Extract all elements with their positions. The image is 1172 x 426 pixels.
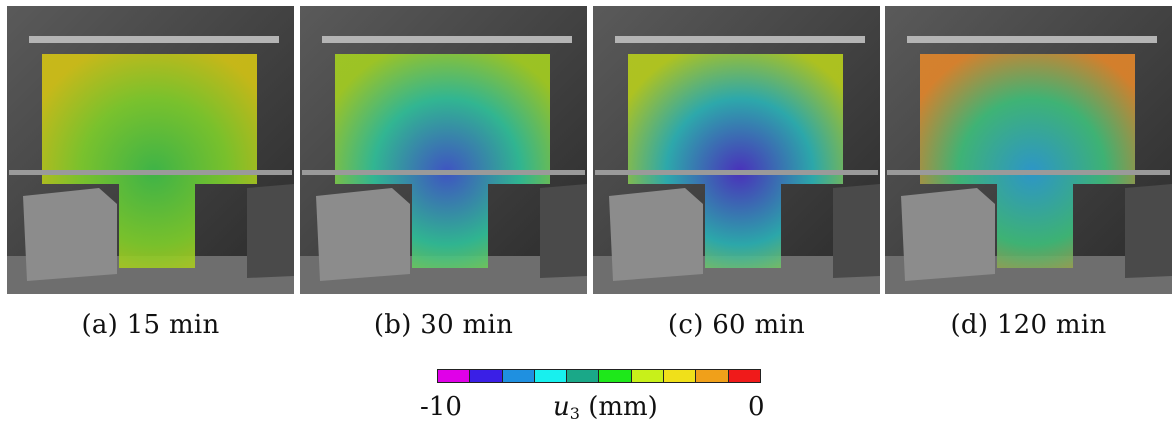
colorbar-swatch — [534, 370, 568, 382]
dic-photo-panel — [885, 6, 1172, 294]
dic-photo-panel — [7, 6, 294, 294]
colorbar-variable-subscript: 3 — [569, 404, 580, 423]
panel-caption: (c) 60 min — [667, 310, 806, 340]
panel-caption: (a) 15 min — [81, 310, 220, 340]
colorbar-min-label: -10 — [420, 392, 462, 422]
dic-photo-panel — [300, 6, 587, 294]
dic-photo — [593, 6, 880, 294]
displacement-field-overlay — [920, 54, 1135, 268]
dic-photo-panel — [593, 6, 880, 294]
colorbar — [437, 369, 761, 383]
displacement-field-overlay — [335, 54, 550, 268]
colorbar-swatch — [631, 370, 665, 382]
displacement-field-overlay — [628, 54, 843, 268]
colorbar-swatch — [599, 370, 632, 382]
colorbar-variable-symbol: u — [553, 392, 570, 422]
colorbar-swatch — [567, 370, 600, 382]
colorbar-max-label: 0 — [748, 392, 765, 422]
dic-photo — [7, 6, 294, 294]
displacement-field-overlay — [42, 54, 257, 268]
colorbar-swatch — [696, 370, 729, 382]
colorbar-swatch — [438, 370, 471, 382]
colorbar-unit: (mm) — [588, 392, 658, 422]
panel-caption: (d) 120 min — [950, 310, 1107, 340]
colorbar-swatch — [470, 370, 503, 382]
dic-photo — [300, 6, 587, 294]
colorbar-variable-label: u3 (mm) — [553, 392, 658, 423]
dic-photo — [885, 6, 1172, 294]
colorbar-swatch — [728, 370, 760, 382]
colorbar-swatch — [502, 370, 535, 382]
panel-caption: (b) 30 min — [373, 310, 514, 340]
colorbar-swatch — [664, 370, 697, 382]
